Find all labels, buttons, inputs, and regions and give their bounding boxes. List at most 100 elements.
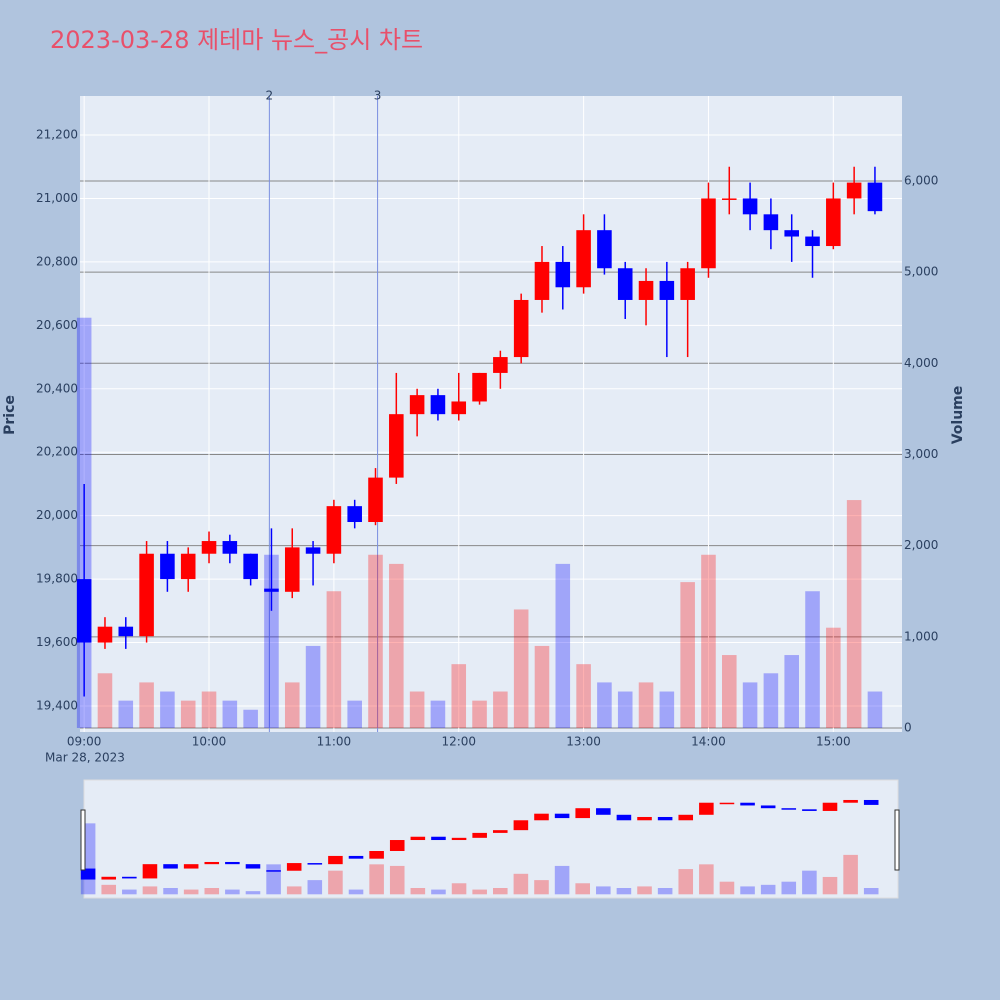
range-slider[interactable]: [83, 779, 899, 899]
y2-tick-label: 5,000: [904, 265, 938, 279]
candle-body: [284, 547, 300, 592]
slider-candle: [204, 861, 220, 865]
y-axis-title: Price: [2, 395, 18, 435]
slider-candle: [781, 808, 797, 810]
slider-volume-bar: [163, 887, 178, 895]
volume-bar: [721, 655, 737, 728]
slider-volume-bar: [307, 880, 323, 895]
slider-candle: [554, 813, 570, 819]
slider-volume-bar: [245, 891, 261, 895]
slider-candle: [534, 813, 549, 821]
volume-bar: [555, 563, 571, 728]
volume-bar: [597, 682, 612, 728]
y-tick-label: 20,000: [36, 508, 78, 522]
volume-bar: [160, 691, 175, 728]
slider-volume-bar: [534, 880, 549, 895]
slider-candle: [266, 870, 281, 872]
candle-body: [680, 268, 695, 300]
slider-volume-bar: [596, 886, 611, 895]
slider-volume-bar: [204, 887, 220, 895]
volume-bar: [201, 691, 217, 728]
slider-volume-bar: [554, 865, 570, 895]
volume-bar: [243, 709, 258, 728]
slider-candle: [657, 816, 673, 821]
annotation-label: 3: [374, 89, 382, 103]
y-tick-label: 20,600: [36, 318, 78, 332]
volume-bar: [617, 691, 633, 728]
x-tick-label: 09:00: [67, 735, 102, 749]
slider-candle: [678, 814, 694, 821]
volume-bar: [97, 673, 113, 728]
slider-volume-bar: [328, 870, 343, 895]
y-tick-label: 21,000: [36, 191, 78, 205]
slider-volume-bar: [348, 889, 364, 895]
y-tick-label: 20,400: [36, 381, 78, 395]
x-tick-label: 13:00: [566, 735, 601, 749]
slider-volume-bar: [760, 884, 776, 895]
slider-candle: [596, 808, 611, 815]
slider-volume-bar: [142, 886, 158, 895]
candle-body: [826, 198, 841, 247]
candle-body: [97, 626, 113, 643]
slider-volume-bar: [843, 854, 858, 895]
candle-body: [597, 230, 612, 269]
candle-body: [617, 268, 633, 300]
candle-body: [389, 414, 404, 478]
candle-body: [222, 541, 238, 554]
slider-handle[interactable]: [894, 809, 900, 871]
slider-candle: [513, 820, 529, 831]
candle-body: [326, 506, 342, 554]
volume-bar: [409, 691, 425, 728]
volume-bar: [680, 582, 695, 728]
x-tick-label: 12:00: [441, 735, 476, 749]
volume-bar: [576, 664, 591, 728]
candle-body: [576, 230, 591, 288]
volume-bar: [826, 627, 841, 728]
slider-candle: [80, 868, 96, 880]
slider-volume-bar: [657, 887, 673, 895]
slider-volume-bar: [740, 886, 755, 895]
slider-candle: [122, 876, 137, 879]
volume-bar: [701, 554, 716, 728]
candle-body: [451, 401, 467, 415]
slider-candle: [431, 836, 446, 841]
slider-volume-bar: [699, 864, 714, 895]
candle-body: [180, 553, 196, 580]
candle-body: [160, 553, 175, 580]
candle-body: [472, 372, 487, 402]
candle-body: [201, 541, 217, 554]
y2-tick-label: 6,000: [904, 173, 938, 187]
slider-volume-bar: [225, 889, 240, 895]
volume-bar: [284, 682, 300, 728]
candle-body: [555, 261, 571, 288]
slider-candle: [348, 855, 364, 859]
slider-handle[interactable]: [80, 809, 86, 871]
slider-candle: [492, 830, 508, 833]
slider-volume-bar: [802, 870, 817, 895]
chart-title: 2023-03-28 제테마 뉴스_공시 차트: [50, 26, 423, 54]
slider-candle: [637, 816, 652, 821]
slider-candle: [822, 802, 838, 811]
candle-body: [846, 182, 862, 199]
y-tick-label: 21,200: [36, 128, 78, 142]
volume-bar: [805, 591, 820, 728]
slider-candle: [225, 861, 240, 865]
volume-bar: [493, 691, 508, 728]
x-tick-label: 11:00: [317, 735, 352, 749]
candle-body: [805, 236, 820, 247]
volume-bar: [846, 500, 862, 728]
slider-candle: [616, 814, 632, 821]
y-tick-label: 19,800: [36, 572, 78, 586]
slider-volume-bar: [575, 883, 590, 895]
volume-bar: [534, 645, 550, 728]
slider-volume-bar: [369, 864, 384, 895]
volume-bar: [118, 700, 134, 728]
volume-bar: [347, 700, 362, 728]
candle-body: [76, 579, 92, 643]
slider-candle: [410, 836, 426, 841]
volume-bar: [222, 700, 238, 728]
slider-volume-bar: [122, 889, 137, 895]
annotation-label: 2: [266, 89, 274, 103]
volume-bar: [430, 700, 446, 728]
